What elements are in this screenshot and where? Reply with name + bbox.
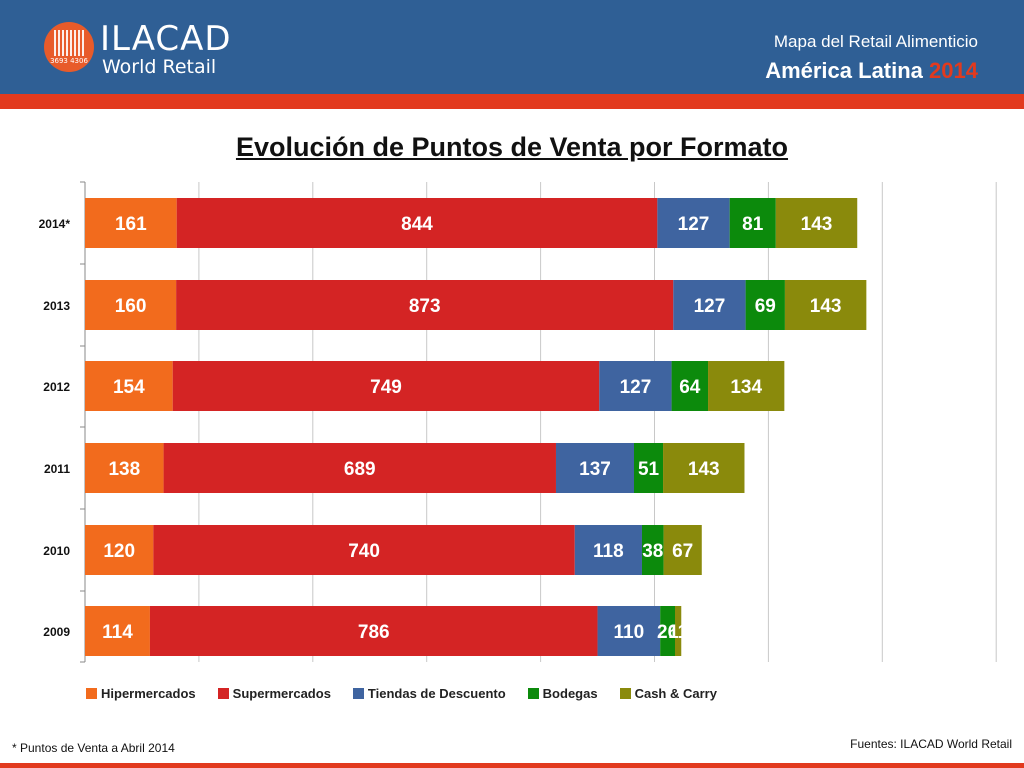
category-label: 2009: [43, 625, 70, 639]
legend-item: Cash & Carry: [619, 686, 717, 701]
data-label: 143: [810, 296, 842, 317]
legend-swatch: [217, 688, 229, 699]
data-label: 51: [638, 459, 660, 480]
bar-segment: [85, 361, 173, 411]
legend-item: Tiendas de Descuento: [352, 686, 506, 701]
data-label: 143: [801, 214, 833, 235]
category-label: 2012: [43, 380, 70, 394]
barcode-icon: [54, 30, 84, 56]
bar-segment: [172, 361, 600, 411]
bar-segment: [673, 280, 746, 330]
data-label: 11: [668, 622, 689, 643]
logo-code: 3693 4306: [50, 57, 88, 65]
bar-segment: [149, 606, 598, 656]
data-label: 127: [678, 214, 710, 235]
bar-segment: [176, 280, 674, 330]
bar-segment: [657, 198, 730, 248]
data-label: 120: [103, 541, 135, 562]
bar-segment: [675, 606, 682, 656]
data-label: 67: [672, 541, 693, 562]
bar-segment: [85, 525, 154, 575]
legend-label: Supermercados: [232, 686, 331, 701]
bar-segment: [663, 525, 702, 575]
bar-segment: [176, 198, 658, 248]
data-label: 127: [694, 296, 726, 317]
bar-segment: [729, 198, 776, 248]
data-label: 749: [370, 377, 402, 398]
bar-segment: [784, 280, 867, 330]
category-label: 2013: [43, 299, 70, 313]
bar-segment: [671, 361, 709, 411]
data-label: 38: [642, 541, 663, 562]
bar-segment: [574, 525, 642, 575]
header-stripe: [0, 94, 1024, 109]
chart-legend: Hipermercados Supermercados Tiendas de Des…: [86, 686, 717, 701]
data-label: 127: [620, 377, 652, 398]
data-label: 143: [688, 459, 720, 480]
data-label: 118: [593, 541, 624, 562]
data-label: 689: [344, 459, 376, 480]
category-label: 2010: [43, 544, 70, 558]
bar-segment: [641, 525, 664, 575]
bar-segment: [85, 198, 177, 248]
category-label: 2011: [44, 462, 70, 476]
legend-swatch: [619, 688, 631, 699]
header-region: América Latina: [765, 58, 923, 83]
data-label: 740: [348, 541, 380, 562]
bar-segment: [775, 198, 858, 248]
bar-segment: [745, 280, 785, 330]
data-label: 873: [409, 296, 441, 317]
legend-label: Hipermercados: [101, 686, 196, 701]
legend-swatch: [352, 688, 364, 699]
data-label: 844: [401, 214, 433, 235]
bar-segment: [599, 361, 672, 411]
ilacad-logo: 3693 4306 ILACAD World Retail: [40, 18, 240, 82]
bar-segment: [85, 606, 150, 656]
bar-segment: [555, 443, 634, 493]
data-label: 134: [730, 377, 762, 398]
source-note: Fuentes: ILACAD World Retail: [850, 737, 1012, 751]
footer-stripe: [0, 763, 1024, 768]
bar-segment: [708, 361, 785, 411]
bar-segment: [163, 443, 556, 493]
bar-segment: [85, 280, 177, 330]
category-label: 2014*: [39, 217, 71, 231]
bar-segment: [633, 443, 664, 493]
legend-item: Bodegas: [527, 686, 598, 701]
header-title: Mapa del Retail Alimenticio: [773, 32, 978, 51]
data-label: 160: [115, 296, 147, 317]
bar-segment: [663, 443, 745, 493]
legend-label: Tiendas de Descuento: [367, 686, 506, 701]
data-label: 154: [113, 377, 145, 398]
data-label: 138: [108, 459, 140, 480]
data-label: 26: [657, 622, 678, 643]
data-label: 161: [115, 214, 147, 235]
data-label: 81: [742, 214, 764, 235]
logo-subtitle: World Retail: [102, 56, 217, 78]
header-bar: 3693 4306 ILACAD World Retail Mapa del R…: [0, 0, 1024, 94]
data-label: 64: [679, 377, 701, 398]
data-label: 114: [102, 622, 133, 643]
bar-segment: [597, 606, 661, 656]
legend-item: Supermercados: [217, 686, 331, 701]
logo-name: ILACAD: [100, 19, 232, 59]
data-label: 110: [614, 622, 645, 643]
stacked-bar-chart: 2014* 161 844 127 81 143 2013 160 873 127 69 143 201…: [39, 181, 997, 663]
bar-segment: [660, 606, 676, 656]
legend-swatch: [86, 688, 97, 699]
legend-label: Bodegas: [542, 686, 598, 701]
data-label: 137: [579, 459, 611, 480]
legend-label: Cash & Carry: [634, 686, 717, 701]
data-label: 786: [358, 622, 390, 643]
legend-item: Hipermercados: [86, 686, 196, 701]
legend-swatch: [527, 688, 539, 699]
header-year: 2014: [929, 58, 978, 83]
chart-title: Evolución de Puntos de Venta por Formato: [235, 132, 789, 162]
logo-badge-icon: 3693 4306: [44, 22, 94, 72]
bar-segment: [153, 525, 575, 575]
bar-segment: [85, 443, 164, 493]
data-label: 69: [755, 296, 776, 317]
header-subtitle: América Latina 2014: [765, 58, 978, 84]
footnote: * Puntos de Venta a Abril 2014: [12, 741, 175, 755]
